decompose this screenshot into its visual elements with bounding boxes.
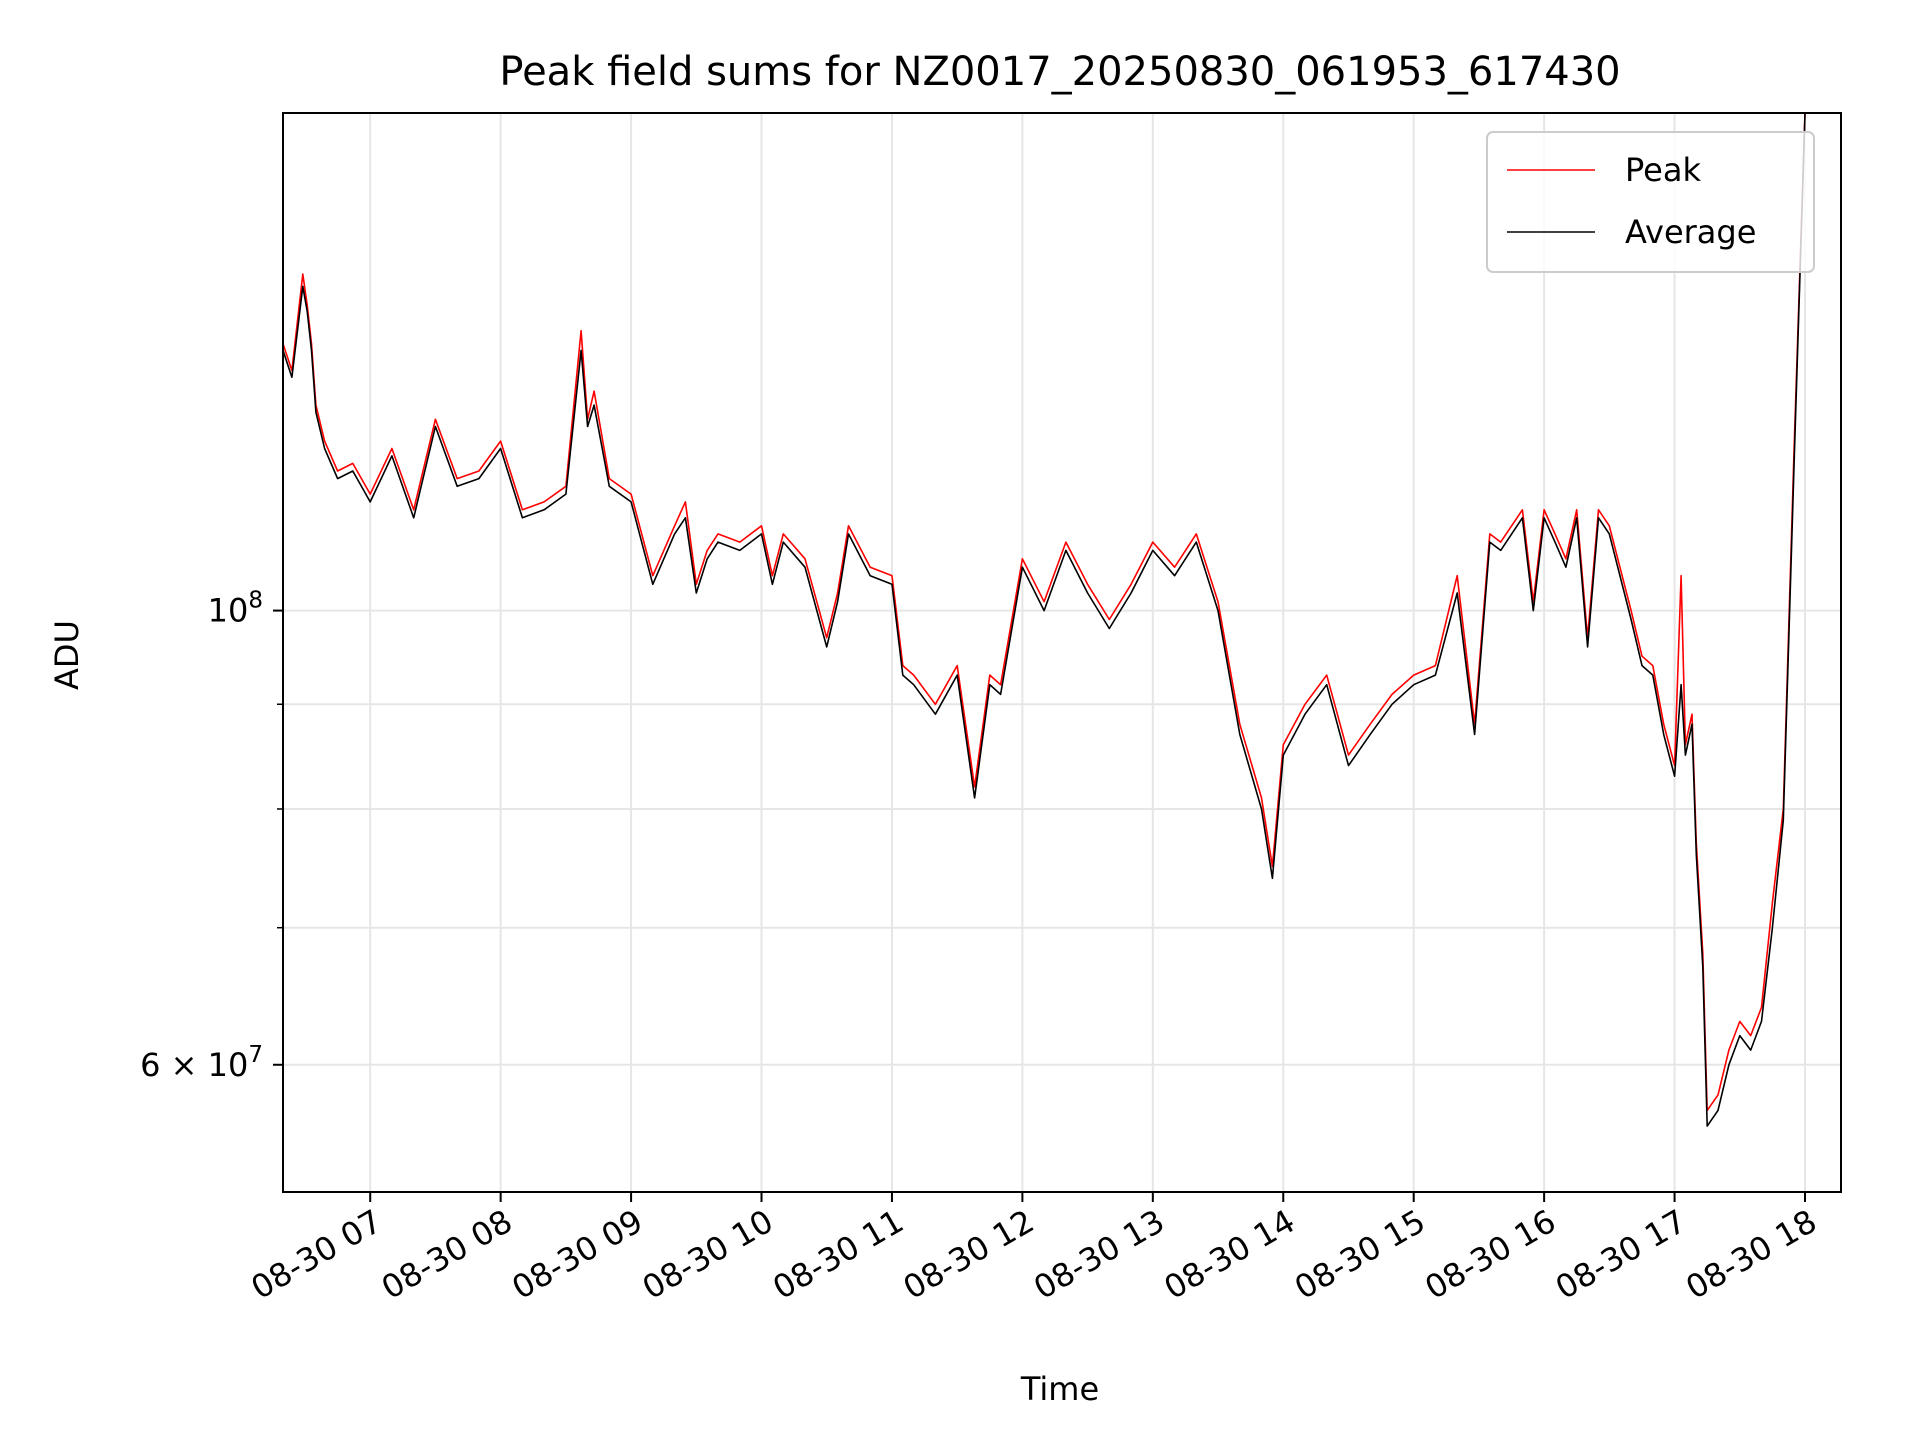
- plot-frame: [282, 112, 1842, 1193]
- series-line-peak: [283, 113, 1806, 1112]
- legend-label: Average: [1625, 213, 1756, 251]
- grid: [283, 113, 1841, 1192]
- legend-box: [1486, 131, 1815, 273]
- y-axis-ticks: 108 6 × 107: [140, 588, 283, 1084]
- x-axis-label: Time: [1020, 1370, 1099, 1408]
- y-axis-label: ADU: [48, 620, 86, 690]
- y-tick-label: 6 × 107: [140, 1042, 263, 1084]
- series-lines: [283, 113, 1806, 1127]
- y-tick-base: 6 × 10: [140, 1046, 248, 1084]
- y-tick-label: 108: [208, 588, 263, 630]
- y-tick-exponent: 7: [248, 1042, 263, 1068]
- legend: Peak Average: [1486, 131, 1815, 273]
- series-line-average: [283, 113, 1806, 1127]
- chart-title: Peak field sums for NZ0017_20250830_0619…: [499, 49, 1620, 95]
- legend-label: Peak: [1625, 151, 1701, 189]
- y-tick-exponent: 8: [248, 588, 263, 614]
- y-tick-base: 10: [208, 592, 249, 630]
